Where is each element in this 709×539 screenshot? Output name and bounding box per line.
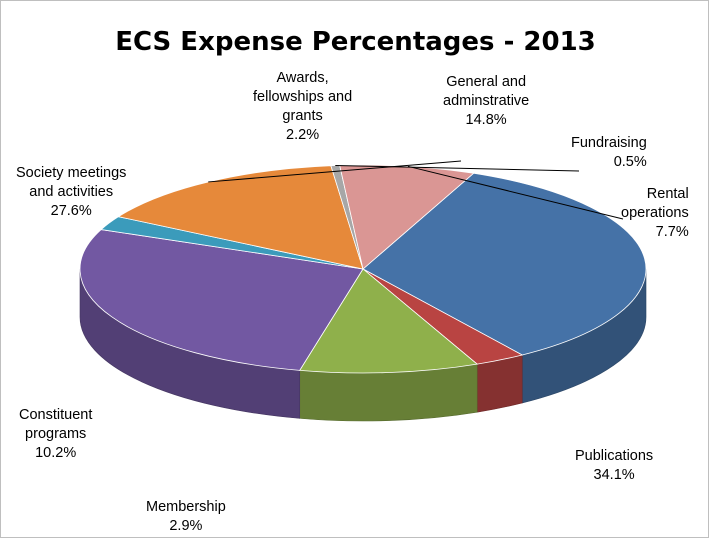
slice-value-label: 14.8% (465, 112, 507, 128)
slice-name-line: Rental (646, 186, 689, 202)
slice-name-line: Publications (575, 448, 654, 464)
slice-name-line: programs (25, 426, 87, 442)
pie-slice-1 (362, 172, 647, 356)
leader-line-7 (335, 165, 580, 172)
slice-value-label: 10.2% (35, 445, 77, 461)
slice-value-label: 7.7% (655, 224, 689, 240)
label-membership: Membership 2.9% (146, 498, 226, 536)
slice-name-line: grants (282, 108, 323, 124)
label-general-administrative: General and adminstrative 14.8% (443, 73, 529, 130)
label-awards: Awards, fellowships and grants 2.2% (253, 69, 352, 145)
leader-line-8 (407, 165, 624, 220)
label-publications: Publications 34.1% (575, 447, 653, 485)
slice-name-line: and activities (29, 184, 114, 200)
label-rental-operations: Rental operations 7.7% (621, 185, 689, 242)
pie-slice-4 (79, 229, 364, 371)
slice-name-line: Membership (146, 499, 226, 515)
slice-value-label: 2.9% (169, 518, 203, 534)
pie-side-walls (79, 268, 647, 422)
slice-name-line: operations (621, 205, 689, 221)
label-society-meetings: Society meetings and activities 27.6% (16, 164, 126, 221)
slice-value-label: 0.5% (613, 154, 647, 170)
label-constituent-programs: Constituent programs 10.2% (19, 406, 92, 463)
slice-name-line: fellowships and (253, 89, 353, 105)
slice-name-line: Awards, (276, 70, 329, 86)
slice-value-label: 2.2% (286, 127, 320, 143)
chart-title: ECS Expense Percentages - 2013 (115, 27, 596, 57)
pie-top-faces (79, 164, 647, 374)
slice-name-line: adminstrative (443, 93, 530, 109)
label-fundraising: Fundraising 0.5% (571, 134, 647, 172)
pie-slice-3 (299, 268, 479, 374)
slice-name-line: Society meetings (16, 165, 127, 181)
slice-value-label: 27.6% (50, 203, 92, 219)
slice-side-2 (476, 354, 523, 413)
slice-name-line: General and (446, 74, 527, 90)
slice-name-line: Fundraising (571, 135, 647, 151)
leader-line-6 (208, 160, 462, 183)
slice-name-line: Constituent (19, 407, 93, 423)
slice-value-label: 34.1% (593, 467, 635, 483)
leader-lines (208, 160, 624, 220)
